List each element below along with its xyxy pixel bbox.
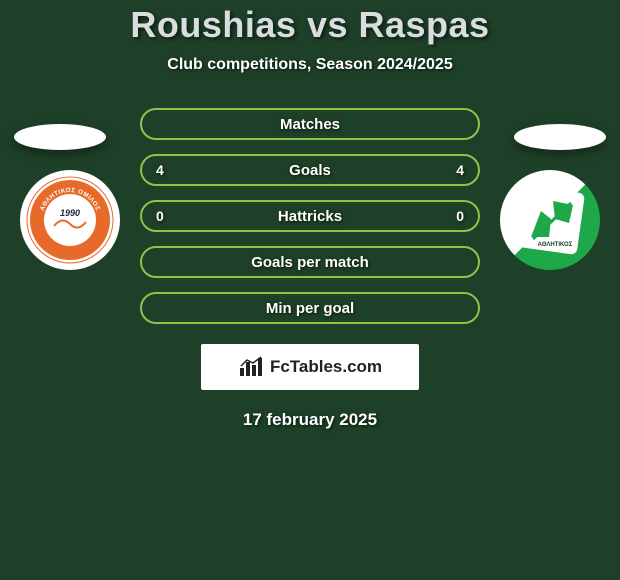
comparison-card: Roushias vs Raspas Club competitions, Se… bbox=[0, 0, 620, 430]
stat-label: Min per goal bbox=[266, 300, 354, 317]
club-badge-left: ΑΘΛΗΤΙΚΟΣ ΟΜΙΛΟΣ ΑΓΙΑ ΝΑΠΑ 1990 bbox=[20, 170, 120, 270]
watermark-text: FcTables.com bbox=[270, 357, 382, 377]
stat-label: Matches bbox=[280, 116, 340, 133]
svg-text:ΑΘΛΗΤΙΚΟΣ: ΑΘΛΗΤΙΚΟΣ bbox=[538, 242, 573, 248]
club-badge-right-icon: ΑΘΛΗΤΙΚΟΣ bbox=[511, 181, 589, 259]
date-label: 17 february 2025 bbox=[243, 410, 377, 430]
stat-pill-goals: 4 Goals 4 bbox=[140, 154, 480, 186]
stat-pill-hattricks: 0 Hattricks 0 bbox=[140, 200, 480, 232]
club-badge-left-icon: ΑΘΛΗΤΙΚΟΣ ΟΜΙΛΟΣ ΑΓΙΑ ΝΑΠΑ 1990 bbox=[26, 176, 114, 264]
stat-label: Goals per match bbox=[251, 254, 369, 271]
club-badge-right: ΑΘΛΗΤΙΚΟΣ bbox=[500, 170, 600, 270]
watermark: FcTables.com bbox=[201, 344, 419, 390]
svg-text:1990: 1990 bbox=[60, 208, 80, 218]
stat-right-value: 0 bbox=[456, 208, 464, 224]
stat-pill-matches: Matches bbox=[140, 108, 480, 140]
stat-left-value: 4 bbox=[156, 162, 164, 178]
bar-chart-icon bbox=[238, 356, 264, 378]
stat-right-value: 4 bbox=[456, 162, 464, 178]
stat-row: Min per goal bbox=[0, 292, 620, 324]
player-left-ellipse bbox=[14, 124, 106, 150]
stat-pill-goals-per-match: Goals per match bbox=[140, 246, 480, 278]
stat-left-value: 0 bbox=[156, 208, 164, 224]
page-subtitle: Club competitions, Season 2024/2025 bbox=[167, 56, 452, 74]
stat-label: Goals bbox=[289, 162, 331, 179]
page-title: Roushias vs Raspas bbox=[130, 4, 489, 46]
stat-pill-min-per-goal: Min per goal bbox=[140, 292, 480, 324]
stat-label: Hattricks bbox=[278, 208, 342, 225]
player-right-ellipse bbox=[514, 124, 606, 150]
